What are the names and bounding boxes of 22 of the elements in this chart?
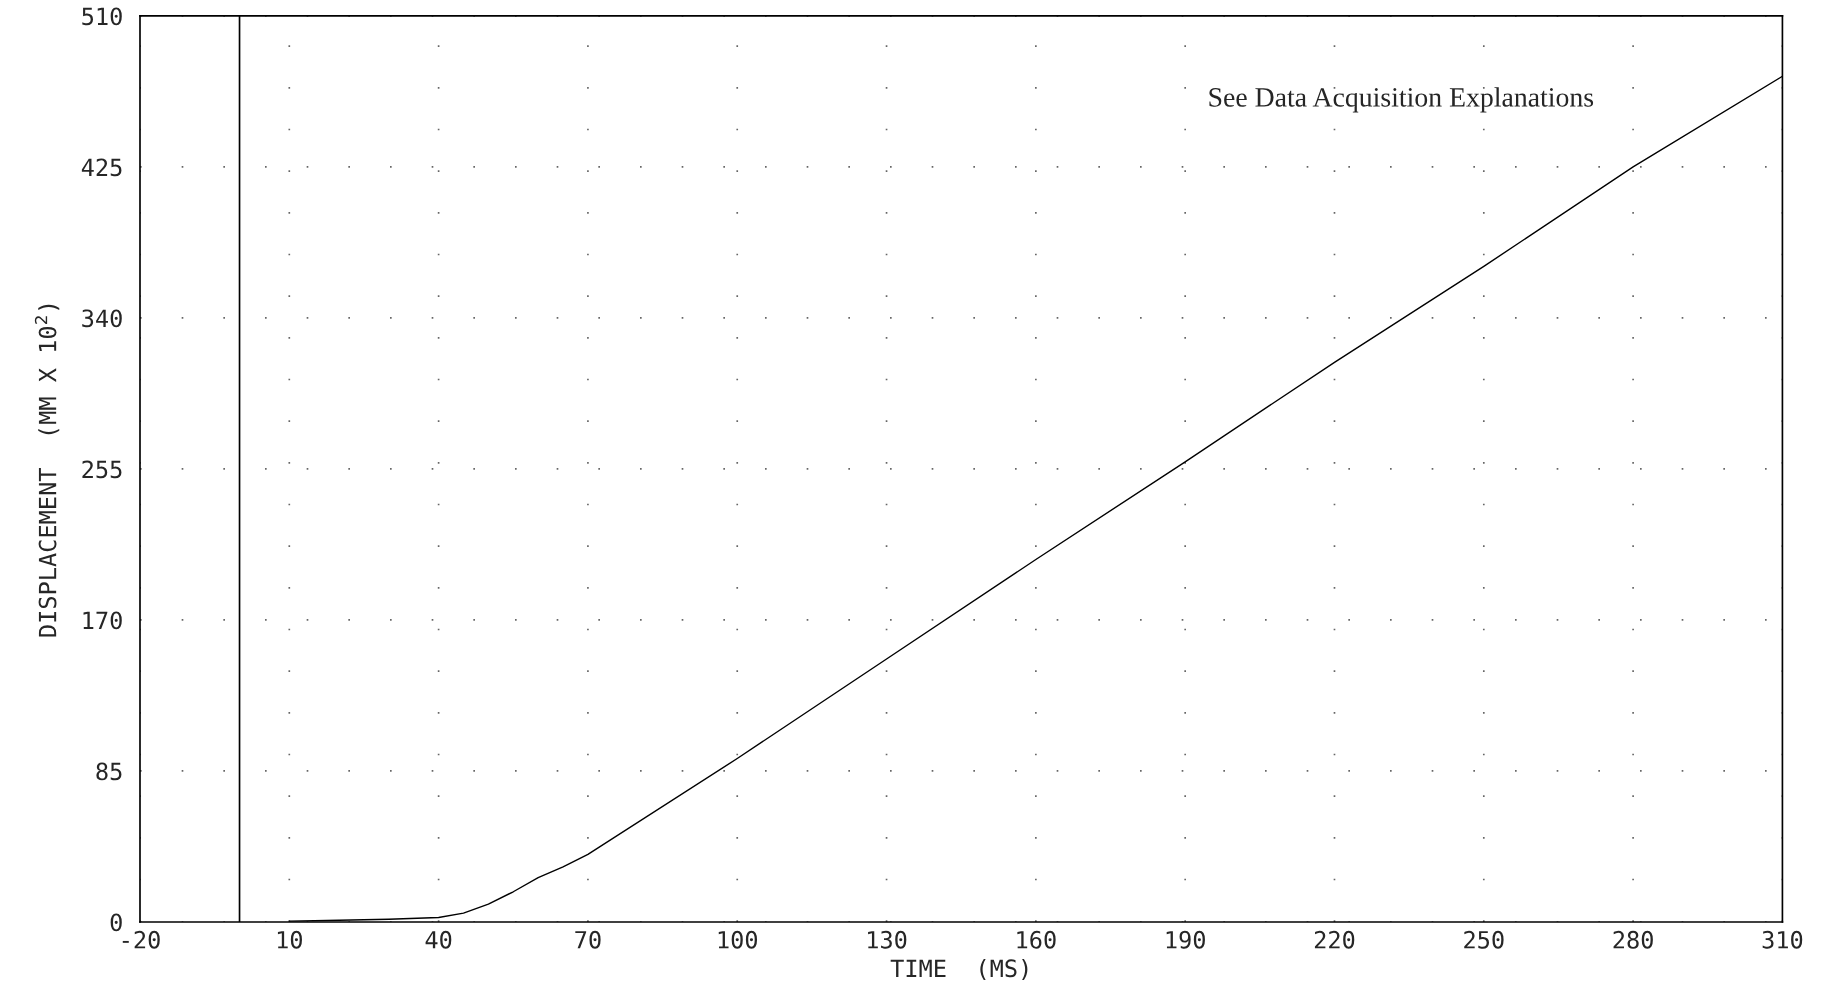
x-tick-label: 220 bbox=[1314, 930, 1355, 949]
y-tick-label: 170 bbox=[83, 611, 122, 630]
x-tick-label: 310 bbox=[1762, 930, 1803, 949]
y-axis-title: DISPLACEMENT (MM X 10$^{2}$) bbox=[34, 304, 60, 637]
x-axis-title: TIME (MS) bbox=[890, 958, 1028, 981]
x-tick-label: 10 bbox=[277, 930, 302, 949]
y-tick-label: 0 bbox=[110, 913, 122, 932]
y-tick-label: 340 bbox=[82, 309, 122, 328]
x-tick-label: 160 bbox=[1017, 930, 1056, 949]
x-tick-label: 70 bbox=[575, 930, 601, 949]
x-tick-label: 100 bbox=[718, 930, 758, 949]
x-tick-label: 190 bbox=[1166, 930, 1205, 949]
annotation: See Data Acquisition Explanations bbox=[1209, 87, 1594, 113]
x-tick-label: -20 bbox=[122, 930, 160, 949]
y-tick-label: 510 bbox=[82, 7, 122, 26]
x-tick-label: 250 bbox=[1464, 930, 1504, 949]
x-tick-label: 280 bbox=[1613, 930, 1653, 949]
y-tick-label: 85 bbox=[96, 762, 122, 781]
y-tick-label: 425 bbox=[81, 158, 122, 177]
y-tick-label: 255 bbox=[82, 460, 122, 479]
x-tick-label: 130 bbox=[868, 930, 907, 949]
x-tick-label: 40 bbox=[425, 930, 452, 949]
